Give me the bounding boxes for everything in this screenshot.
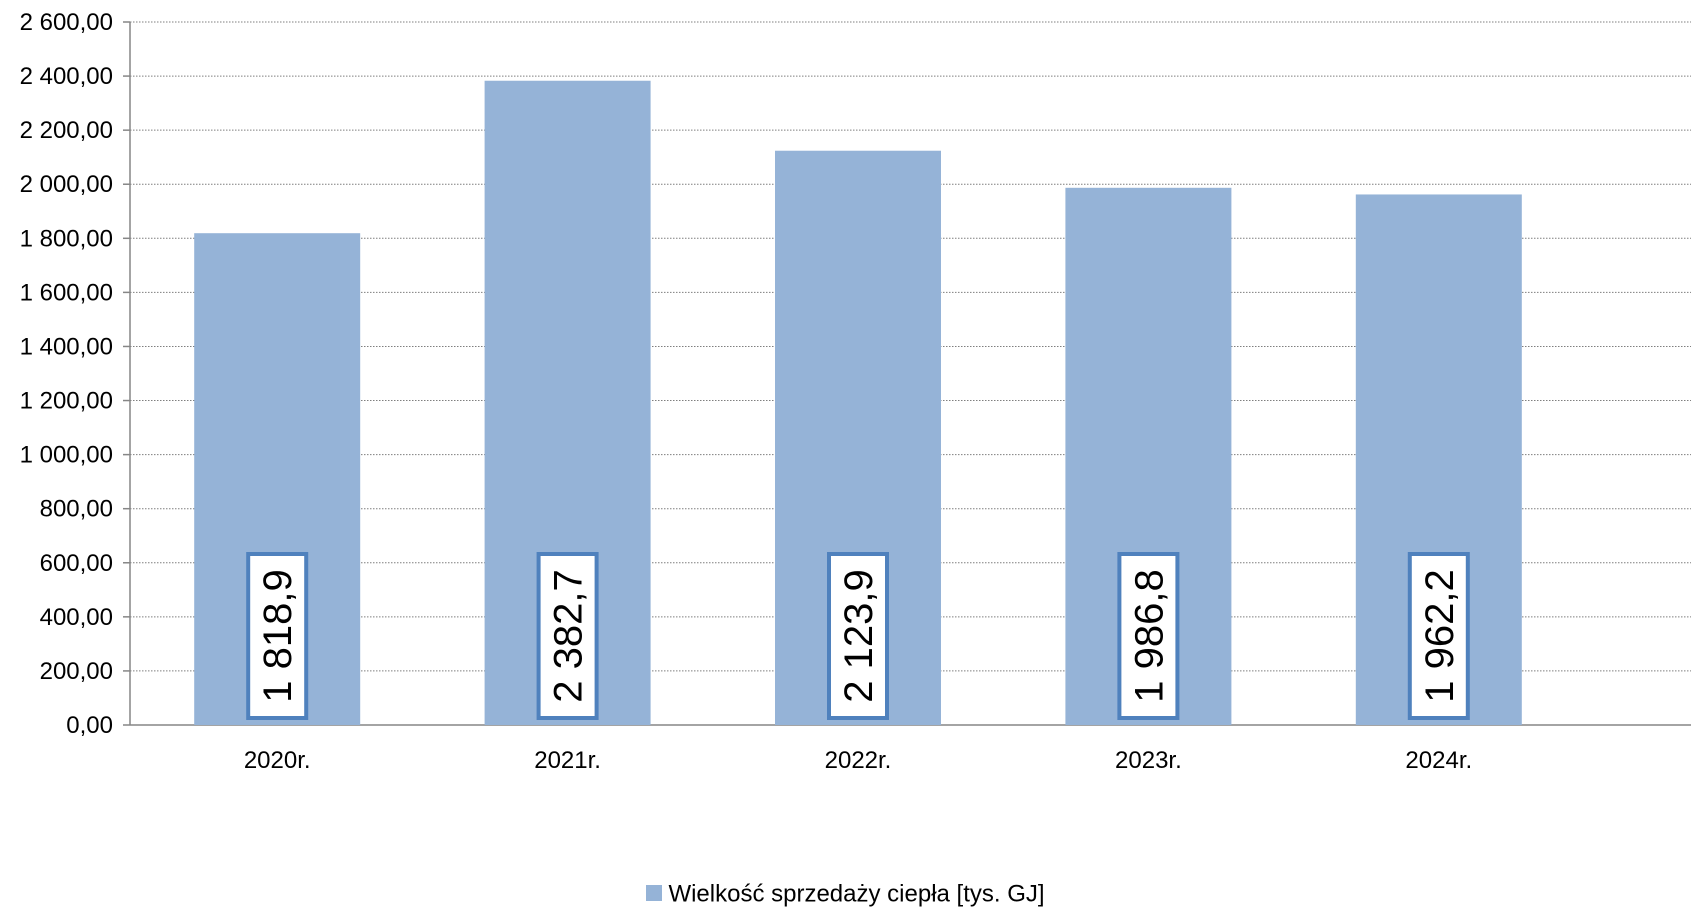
legend-label: Wielkość sprzedaży ciepła [tys. GJ]	[668, 880, 1045, 908]
data-label-box	[246, 552, 309, 720]
x-tick-label: 2020r.	[244, 747, 311, 774]
data-label-box	[1117, 552, 1180, 720]
x-tick-label: 2023r.	[1115, 747, 1182, 774]
y-tick-label: 1 400,00	[20, 333, 113, 360]
y-tick-label: 1 200,00	[20, 388, 113, 415]
data-labels: 1 818,9 2 382,7 2 123,9 1 986,8 1 962,2	[246, 552, 1470, 720]
y-tick-label: 1 600,00	[20, 279, 113, 306]
data-label: 2 123,9	[837, 569, 881, 702]
y-tick-label: 2 200,00	[20, 117, 113, 144]
data-label: 1 986,8	[1127, 569, 1171, 702]
data-label-box	[536, 552, 599, 720]
data-label-box	[827, 552, 889, 720]
legend: Wielkość sprzedaży ciepła [tys. GJ]	[0, 880, 1691, 909]
y-tick-label: 1 800,00	[20, 225, 113, 252]
tick-labels: 0,00 200,00 400,00 600,00 800,00 1 000,00 1 20…	[20, 9, 1473, 774]
y-tick-label: 2 600,00	[20, 9, 113, 36]
y-tick-label: 2 000,00	[20, 171, 113, 198]
data-label-box	[1407, 552, 1470, 720]
y-tick-label: 400,00	[40, 604, 113, 631]
y-tick-label: 0,00	[66, 712, 113, 739]
y-tick-label: 1 000,00	[20, 442, 113, 469]
y-tick-label: 2 400,00	[20, 63, 113, 90]
y-tick-label: 800,00	[40, 496, 113, 523]
data-label: 1 818,9	[256, 569, 300, 702]
bars	[194, 80, 1522, 726]
y-tick-label: 600,00	[40, 550, 113, 577]
data-label: 1 962,2	[1418, 569, 1462, 702]
data-label: 2 382,7	[547, 569, 591, 702]
y-tick-label: 200,00	[40, 658, 113, 685]
x-tick-label: 2024r.	[1405, 747, 1472, 774]
x-tick-label: 2022r.	[825, 747, 892, 774]
legend-swatch	[646, 884, 663, 901]
x-tick-label: 2021r.	[534, 747, 601, 774]
